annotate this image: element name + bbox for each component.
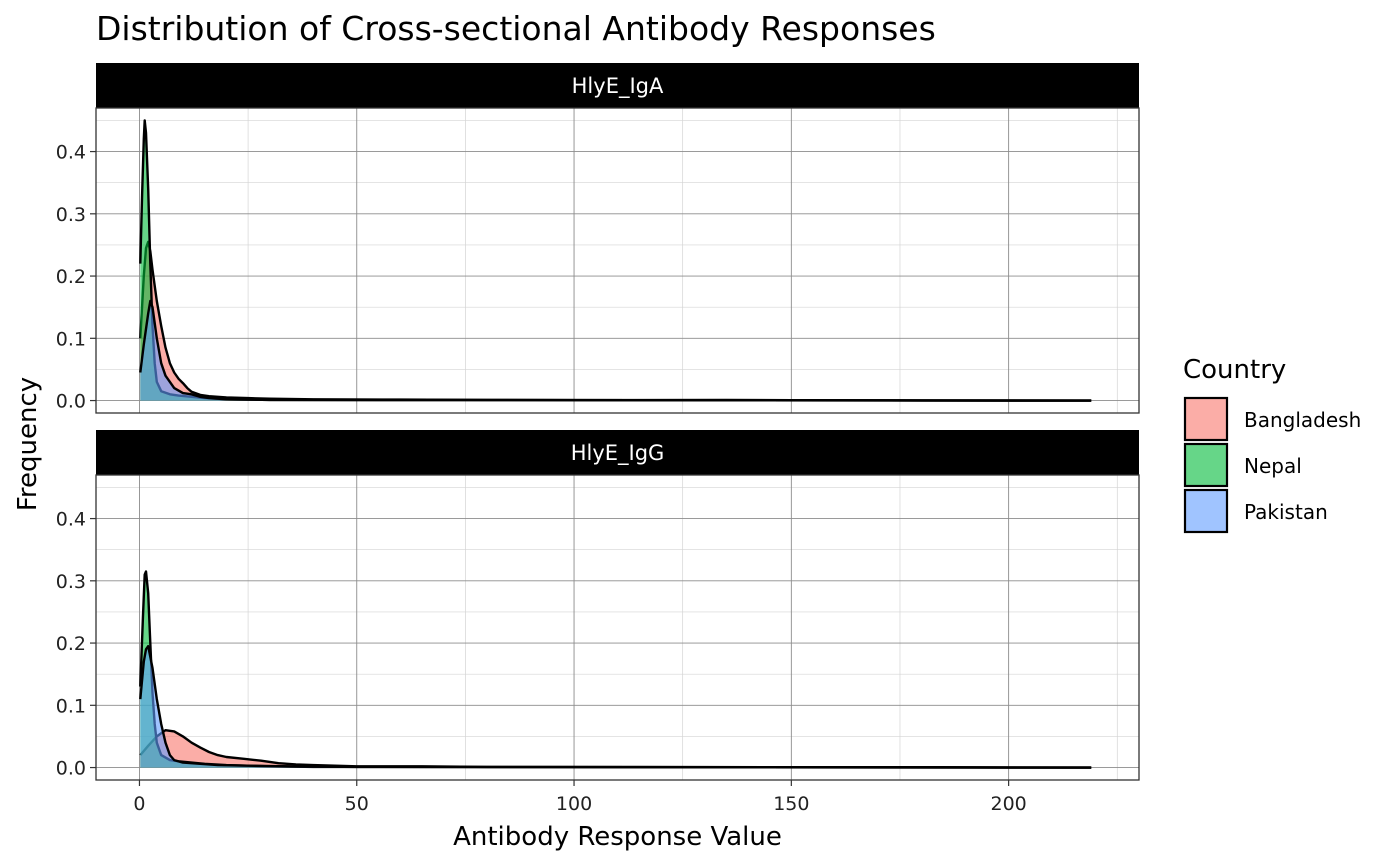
legend: Country Bangladesh Nepal Pakistan <box>1183 355 1361 534</box>
y-tick-label: 0.2 <box>56 266 86 288</box>
legend-label-nepal: Nepal <box>1244 454 1302 478</box>
density-line-pakistan <box>139 299 1092 402</box>
strip-2-background <box>96 430 1139 475</box>
panel-1-grid <box>96 108 1139 413</box>
density-line-nepal <box>139 570 1092 769</box>
y-tick-label: 0.4 <box>56 142 86 164</box>
density-area-pakistan <box>140 301 1092 401</box>
strip-2-label: HlyE_IgG <box>571 441 665 466</box>
facet-panel-2: HlyE_IgG 0.0 0.1 0.2 0.3 0.4 <box>56 430 1140 781</box>
y-tick-label: 0.1 <box>56 328 86 350</box>
panel-2-density-areas <box>139 570 1092 769</box>
strip-1-label: HlyE_IgA <box>572 74 664 99</box>
legend-title: Country <box>1183 355 1286 385</box>
legend-key-pakistan <box>1183 488 1229 534</box>
panel-2-y-axis: 0.0 0.1 0.2 0.3 0.4 <box>56 509 96 780</box>
y-axis-title: Frequency <box>13 377 43 511</box>
legend-item-nepal: Nepal <box>1183 442 1302 488</box>
density-area-bangladesh <box>140 241 1092 401</box>
legend-item-pakistan: Pakistan <box>1183 488 1328 534</box>
x-axis-title: Antibody Response Value <box>453 822 782 852</box>
density-area-nepal <box>140 571 1092 768</box>
y-tick-label: 0.0 <box>56 758 86 780</box>
facet-panel-1: HlyE_IgA 0.0 0.1 0.2 0.3 0.4 <box>56 63 1140 414</box>
panel-1-y-axis: 0.0 0.1 0.2 0.3 0.4 <box>56 142 96 413</box>
x-tick-label: 0 <box>133 793 145 815</box>
x-axis: 0 50 100 150 200 <box>133 780 1027 815</box>
y-tick-label: 0.1 <box>56 695 86 717</box>
chart-title: Distribution of Cross-sectional Antibody… <box>96 9 936 48</box>
strip-1-background <box>96 63 1139 108</box>
density-line-nepal <box>139 119 1092 402</box>
density-area-nepal <box>140 120 1092 401</box>
y-tick-label: 0.3 <box>56 204 86 226</box>
panel-2-grid <box>96 475 1139 780</box>
y-tick-label: 0.2 <box>56 633 86 655</box>
x-tick-label: 150 <box>773 793 809 815</box>
legend-label-bangladesh: Bangladesh <box>1244 408 1361 432</box>
x-tick-label: 200 <box>990 793 1026 815</box>
density-line-bangladesh <box>139 729 1092 769</box>
y-tick-label: 0.3 <box>56 571 86 593</box>
density-line-bangladesh <box>139 240 1092 402</box>
x-tick-label: 100 <box>556 793 592 815</box>
panel-2-border <box>95 474 1140 781</box>
x-tick-label: 50 <box>345 793 369 815</box>
y-tick-label: 0.0 <box>56 391 86 413</box>
y-tick-label: 0.4 <box>56 509 86 531</box>
legend-key-bangladesh <box>1183 396 1229 442</box>
panel-1-density-areas <box>139 119 1092 402</box>
legend-key-nepal <box>1183 442 1229 488</box>
panel-1-border <box>95 107 1140 414</box>
density-area-pakistan <box>140 646 1092 768</box>
legend-item-bangladesh: Bangladesh <box>1183 396 1361 442</box>
density-line-pakistan <box>139 645 1092 769</box>
legend-label-pakistan: Pakistan <box>1244 500 1328 524</box>
density-area-bangladesh <box>140 730 1092 768</box>
